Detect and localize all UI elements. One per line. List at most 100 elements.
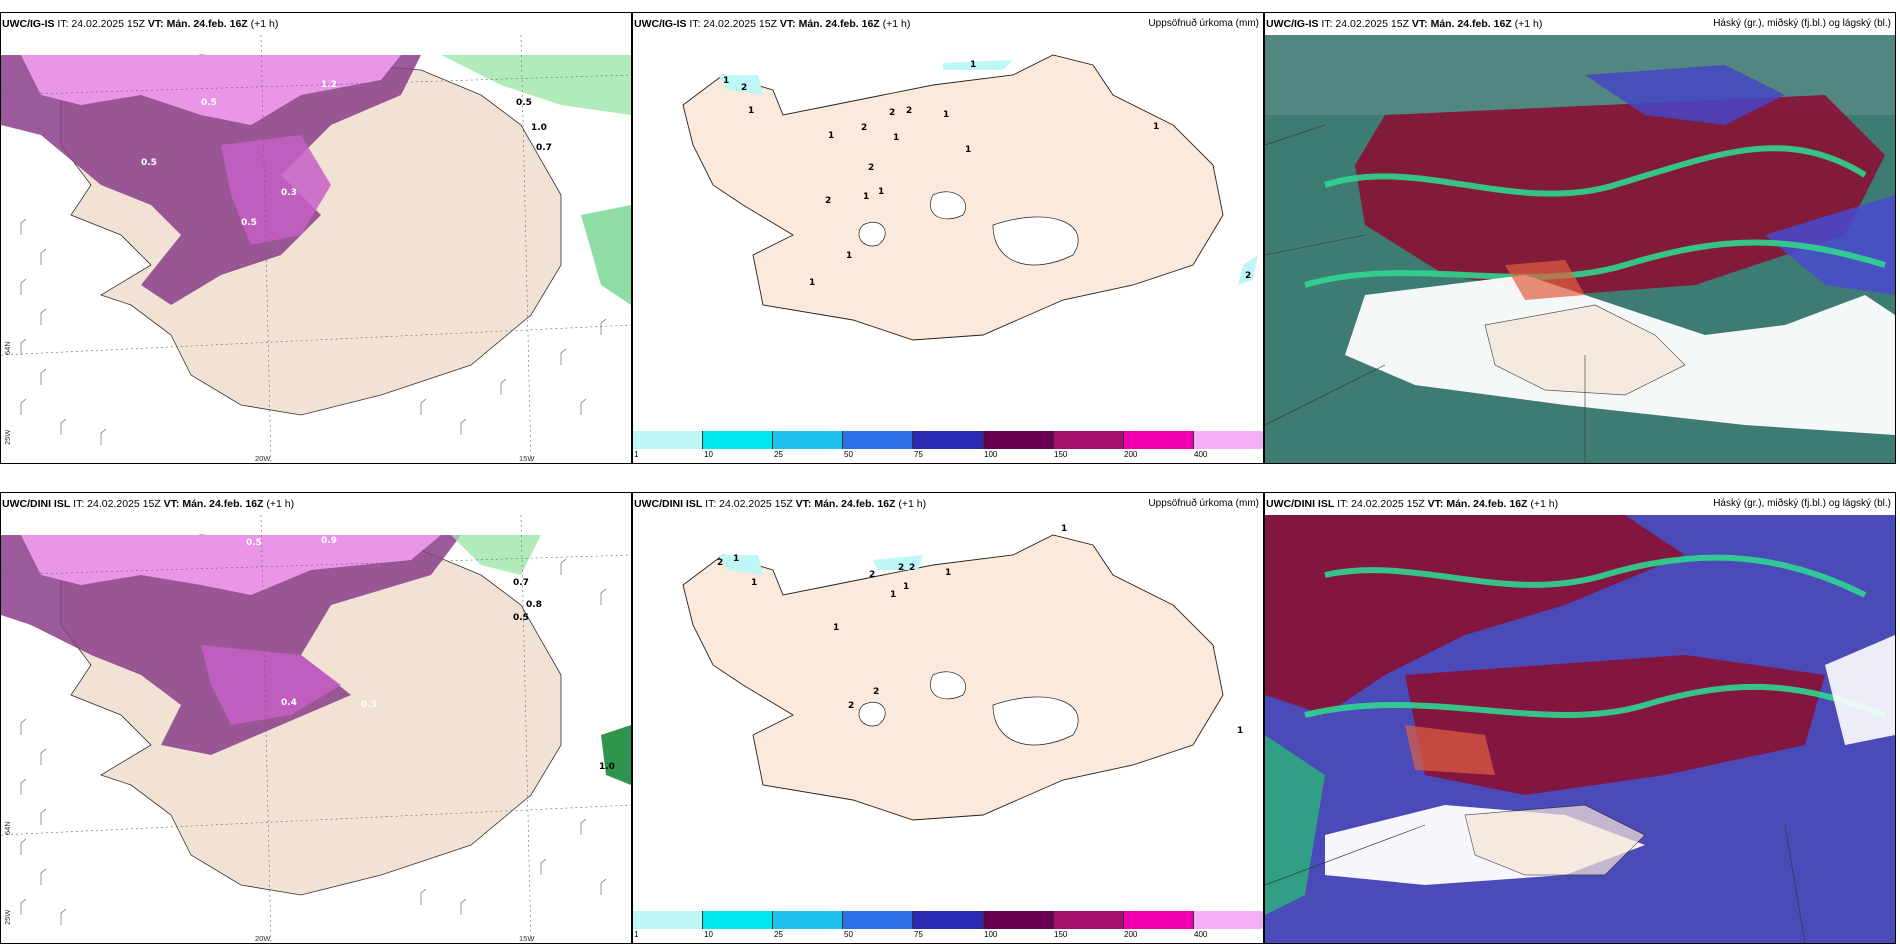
panel-header: UWC/IG-IS IT: 24.02.2025 15Z VT: Mán. 24…	[634, 13, 1262, 35]
lat-label-64n: 64N	[3, 821, 12, 835]
precip-green-e	[581, 205, 631, 305]
snow-value-labels: 0.5 0.5 0.3 1.2 0.5	[141, 80, 337, 228]
cloud-orange	[1405, 725, 1495, 775]
precip-label: 1	[751, 578, 757, 588]
rain-label: 0.7	[536, 143, 552, 153]
map-area[interactable]	[1265, 35, 1895, 463]
rain-value-labels: 0.5 1.0 0.7	[516, 98, 552, 153]
cloud-blue-n	[1585, 65, 1785, 125]
lead-offset: (+1 h)	[882, 18, 911, 30]
snow-label: 0.5	[241, 218, 257, 228]
rain-label: 1.0	[531, 123, 547, 133]
colorbar-tick: 100	[984, 450, 998, 459]
snow-label: 0.5	[141, 158, 157, 168]
panel-title: Uppsöfnuð úrkoma (mm)	[1148, 18, 1259, 29]
precip-cyan-e	[1238, 255, 1258, 285]
panel-header: UWC/DINI ISL IT: 24.02.2025 15Z VT: Mán.…	[634, 493, 1262, 515]
model-name: UWC/DINI ISL	[634, 498, 703, 510]
precip-label: 2	[1245, 271, 1251, 281]
lat-lon-grid	[1265, 824, 1806, 943]
lead-offset: (+1 h)	[1514, 18, 1543, 30]
init-time: IT: 24.02.2025 15Z	[689, 18, 777, 30]
colorbar-cell	[773, 911, 844, 929]
precip-map-svg: 1 2 1 2 2 2 1 1 1 1 1 2 2 1	[633, 515, 1263, 899]
precip-label: 1	[878, 187, 884, 197]
colorbar-tick: 150	[1054, 450, 1068, 459]
snow-map-svg: 0.5 0.5 0.4 0.3 0.9 0.7 0.8 0.5 1.0	[1, 515, 631, 943]
valid-label: VT:	[795, 498, 812, 510]
colorbar-cell	[703, 431, 774, 449]
model-name: UWC/IG-IS	[1266, 18, 1319, 30]
precip-green-e	[601, 725, 631, 785]
valid-label: VT:	[1411, 18, 1428, 30]
precip-label: 1	[890, 590, 896, 600]
init-time: IT: 24.02.2025 15Z	[1337, 498, 1425, 510]
valid-label: VT:	[147, 18, 164, 30]
rain-label: 0.7	[513, 578, 529, 588]
snow-label: 0.3	[361, 700, 377, 710]
precip-label: 1	[945, 568, 951, 578]
precip-cyan-nw	[718, 75, 763, 95]
colorbar-ticks: 1 10 25 50 75 100 150 200 400	[633, 450, 1263, 462]
glacier-hole	[858, 702, 886, 727]
snow-patch-east	[221, 135, 331, 245]
panel-title: Háský (gr.), miðský (fj.bl.) og lágský (…	[1713, 18, 1891, 29]
colorbar-tick: 200	[1124, 930, 1138, 939]
colorbar-tick: 400	[1194, 450, 1208, 459]
precip-label: 1	[893, 133, 899, 143]
precip-label: 2	[906, 106, 912, 116]
colorbar-tick: 150	[1054, 930, 1068, 939]
precip-label: 2	[741, 83, 747, 93]
colorbar-cell	[1123, 431, 1194, 449]
colorbar-cell	[983, 911, 1054, 929]
map-area[interactable]: 1 2 1 2 2 2 1 1 1 1 1 2 2 1	[633, 515, 1263, 899]
lead-offset: (+1 h)	[266, 498, 295, 510]
panel-header: UWC/IG-IS IT: 24.02.2025 15Z VT: Mán. 24…	[1266, 13, 1894, 35]
precip-label: 1	[828, 131, 834, 141]
lat-label-25w: 25W	[3, 909, 12, 925]
snow-band-light	[21, 55, 401, 125]
lead-offset: (+1 h)	[898, 498, 927, 510]
lat-lon-grid	[1, 515, 631, 943]
precip-green-ne	[441, 55, 631, 115]
snow-label: 0.4	[281, 698, 297, 708]
colorbar-cell	[843, 911, 914, 929]
snow-label: 0.5	[201, 98, 217, 108]
map-area[interactable]: 0.5 0.5 0.3 1.2 0.5 0.5 1.0 0.7 20W 15W …	[1, 35, 631, 463]
lead-offset: (+1 h)	[1530, 498, 1559, 510]
colorbar-tick: 50	[844, 450, 853, 459]
cloud-blue-e	[1765, 195, 1895, 295]
map-area[interactable]: 0.5 0.5 0.4 0.3 0.9 0.7 0.8 0.5 1.0 20W …	[1, 515, 631, 943]
colorbar-cell	[1123, 911, 1194, 929]
precip-label: 1	[1153, 122, 1159, 132]
precip-label: 1	[863, 192, 869, 202]
snow-band-dark	[1, 55, 421, 305]
precip-label: 1	[965, 145, 971, 155]
snow-band-dark	[1, 535, 461, 755]
cloud-green-sw	[1265, 735, 1325, 915]
model-name: UWC/IG-IS	[634, 18, 687, 30]
colorbar-tick: 100	[984, 930, 998, 939]
rain-value-labels: 0.7 0.8 0.5 1.0	[513, 578, 615, 772]
colorbar-cell	[633, 911, 704, 929]
snow-label: 0.5	[206, 526, 222, 536]
precip-label: 1	[1061, 524, 1067, 534]
colorbar-tick: 1	[634, 450, 639, 459]
map-area[interactable]: 1 1 2 1 1 2 2 2 1 1 1 1 2 1 1 2 1 1 2	[633, 35, 1263, 419]
valid-time: Mán. 24.feb. 16Z	[182, 498, 264, 510]
panel-header: UWC/DINI ISL IT: 24.02.2025 15Z VT: Mán.…	[2, 493, 630, 515]
init-time: IT: 24.02.2025 15Z	[57, 18, 145, 30]
precip-label: 1	[846, 251, 852, 261]
colorbar-tick: 25	[774, 450, 783, 459]
colorbar-cell	[773, 431, 844, 449]
colorbar-tick: 1	[634, 930, 639, 939]
precip-label: 1	[809, 278, 815, 288]
lead-offset: (+1 h)	[250, 18, 279, 30]
precip-green-ne	[451, 535, 541, 575]
panel-r1-right-cloud-map: UWC/IG-IS IT: 24.02.2025 15Z VT: Mán. 24…	[1264, 12, 1896, 464]
map-area[interactable]	[1265, 515, 1895, 943]
lat-label-64n: 64N	[3, 341, 12, 355]
precip-label: 2	[873, 687, 879, 697]
lat-lon-grid	[1, 35, 631, 463]
precip-label: 1	[970, 60, 976, 70]
